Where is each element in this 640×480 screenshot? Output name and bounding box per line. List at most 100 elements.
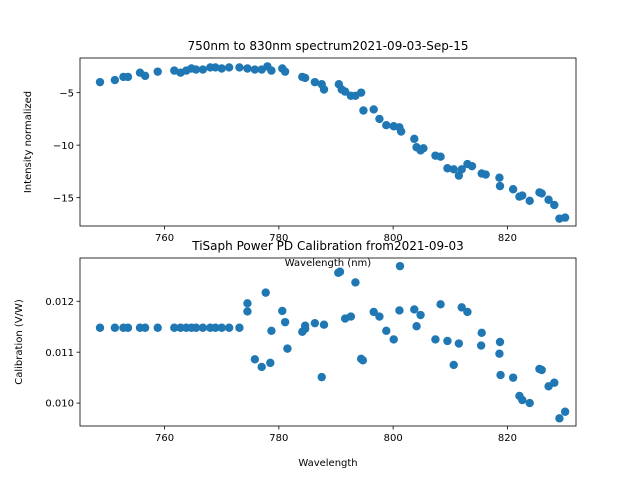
calibration-y-ticks: 0.010 0.011 0.012 [45,297,80,410]
data-point [280,317,290,327]
y-tick-label: −10 [53,141,74,152]
data-point [436,300,445,309]
data-point [382,326,391,335]
data-point [454,339,464,348]
data-point [250,355,260,364]
data-point [467,161,477,171]
calibration-chart: 760 780 800 820 0.010 0.011 0.012 TiSaph Powe… [14,239,577,469]
data-point [278,306,287,316]
data-point [395,306,404,315]
data-point [544,195,553,204]
data-point [310,77,320,87]
calibration-x-ticks: 760 780 800 820 [155,426,517,444]
data-point [525,196,534,205]
data-point [356,88,366,97]
data-point [198,65,208,74]
data-point [198,323,208,332]
spectrum-x-ticks: 760 780 800 820 [155,226,517,244]
data-point [476,341,486,350]
data-point [395,261,405,271]
data-point [243,64,252,73]
data-point [224,63,234,72]
data-point [560,213,570,222]
spectrum-axes-frame [79,57,577,227]
data-point [235,63,244,72]
data-point [443,336,452,346]
data-point [217,323,226,332]
data-point [317,372,326,382]
data-point [477,328,486,338]
data-point [211,63,220,72]
data-point [310,318,320,328]
calibration-points [95,261,570,423]
data-point [481,170,490,179]
spectrum-chart-title: 750nm to 830nm spectrum2021-09-03-Sep-15 [188,39,469,53]
data-point [375,312,384,321]
data-point [410,305,419,314]
y-tick-label: 0.012 [45,297,74,308]
data-point [436,152,445,161]
data-point [335,267,345,276]
spectrum-x-axis-label: Wavelength (nm) [285,258,371,269]
calibration-y-axis-label: Calibration (V/W) [14,299,25,385]
data-point [495,337,505,347]
data-point [267,326,276,335]
data-point [457,303,466,312]
data-point [261,288,270,297]
data-point [537,365,546,375]
data-point [412,322,421,331]
data-point [153,323,162,332]
data-point [359,106,368,115]
data-point [123,72,133,82]
data-point [300,321,310,330]
data-point [266,358,275,368]
data-point [257,362,266,372]
x-tick-label: 780 [269,233,288,244]
calibration-x-axis-label: Wavelength [298,458,357,469]
spectrum-y-ticks: −5 −10 −15 [53,88,80,204]
data-point [351,278,360,287]
data-point [191,65,201,74]
data-point [463,307,472,317]
data-point [153,67,162,76]
x-tick-label: 780 [269,433,288,444]
calibration-axes-frame [79,257,577,427]
data-point [495,349,504,358]
data-point [410,134,419,144]
data-point [140,323,150,332]
data-point [396,127,406,136]
data-point [431,335,440,344]
x-tick-label: 800 [384,233,403,244]
data-point [416,310,425,320]
data-point [454,171,464,180]
data-point [537,189,546,198]
data-point [95,77,105,87]
x-tick-label: 760 [155,233,174,244]
data-point [250,65,260,74]
x-tick-label: 760 [155,433,174,444]
data-point [300,73,310,83]
data-point [110,75,120,85]
data-point [95,323,105,332]
data-point [495,173,504,182]
data-point [375,114,384,124]
data-point [495,181,505,191]
calibration-chart-title: TiSaph Power PD Calibration from2021-09-… [191,239,463,253]
y-tick-label: −5 [59,88,74,99]
data-point [319,320,329,329]
data-point [243,307,252,316]
data-point [496,370,505,380]
data-point [419,144,428,153]
data-point [170,323,179,332]
data-point [389,335,398,344]
data-point [382,121,391,130]
data-point [224,323,234,332]
x-tick-label: 820 [498,433,517,444]
data-point [560,407,570,416]
y-tick-label: −15 [53,193,74,204]
x-tick-label: 800 [384,433,403,444]
data-point [123,323,133,332]
data-point [369,105,378,114]
